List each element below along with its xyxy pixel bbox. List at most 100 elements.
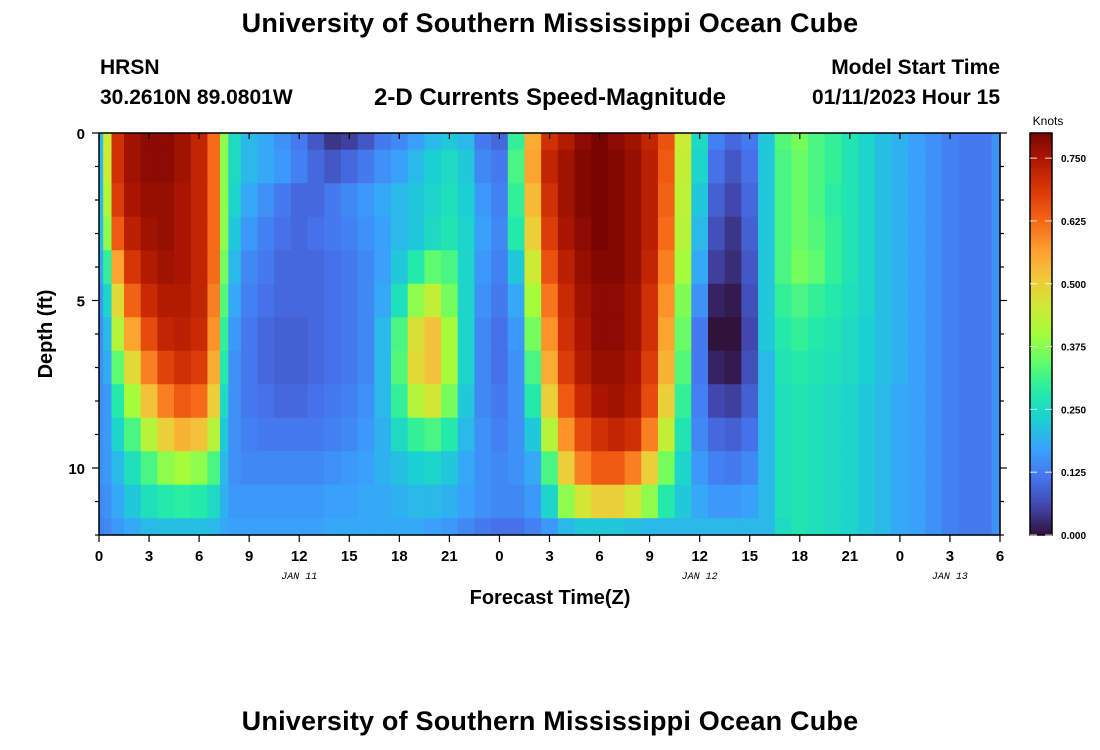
heatmap-cell	[507, 133, 526, 151]
heatmap-cell	[791, 484, 809, 519]
heatmap-cell	[958, 183, 976, 218]
heatmap-cell	[824, 317, 843, 352]
heatmap-cell	[99, 283, 104, 318]
heatmap-cell	[641, 283, 659, 318]
heatmap-cell	[808, 149, 826, 184]
heatmap-cell	[207, 317, 221, 352]
heatmap-cell	[124, 149, 142, 184]
heatmap-cell	[991, 417, 1001, 452]
heatmap-cell	[207, 250, 221, 285]
heatmap-cell	[958, 283, 976, 318]
heatmap-cell	[274, 417, 292, 452]
heatmap-cell	[941, 133, 959, 151]
heatmap-cell	[407, 250, 425, 285]
heatmap-cell	[357, 518, 375, 536]
heatmap-cell	[808, 250, 826, 285]
heatmap-cell	[607, 417, 626, 452]
heatmap-cell	[474, 183, 492, 218]
heatmap-cell	[240, 518, 259, 536]
heatmap-cell	[708, 133, 726, 151]
heatmap-cell	[758, 149, 776, 184]
heatmap-cell	[774, 484, 793, 519]
x-axis: 0 3 6 9 12 15 18 21 0 3 6 9 12 15 18 21 0 3 6 JAN 11 JAN 12 J…	[95, 133, 1004, 583]
heatmap-cell	[991, 384, 1001, 419]
heatmap-cell	[557, 451, 576, 486]
x-date-label: JAN 12	[682, 572, 718, 583]
heatmap-cell	[891, 216, 909, 251]
heatmap-cell	[99, 317, 104, 352]
heatmap-cell	[174, 149, 192, 184]
heatmap-cell	[340, 451, 359, 486]
heatmap-cell	[374, 133, 392, 151]
heatmap-cell	[219, 183, 229, 218]
heatmap-cell	[103, 133, 113, 151]
heatmap-cell	[240, 216, 259, 251]
heatmap-cell	[424, 451, 442, 486]
heatmap-cell	[507, 317, 526, 352]
heatmap-cell	[257, 317, 275, 352]
heatmap-cell	[541, 183, 559, 218]
colorbar-tick-label: 0.750	[1061, 154, 1086, 165]
heatmap-cell	[791, 250, 809, 285]
x-tick-label: 0	[495, 548, 503, 565]
heatmap-cell	[374, 350, 392, 385]
heatmap-cell	[441, 518, 459, 536]
heatmap-cell	[808, 350, 826, 385]
heatmap-cell	[941, 149, 959, 184]
heatmap-cell	[111, 216, 125, 251]
heatmap-cell	[641, 133, 659, 151]
heatmap-cell	[924, 283, 943, 318]
heatmap-cell	[307, 317, 325, 352]
heatmap-cell	[491, 183, 509, 218]
heatmap-cell	[524, 384, 542, 419]
heatmap-cell	[99, 451, 104, 486]
heatmap-cell	[103, 384, 113, 419]
heatmap-cell	[691, 133, 709, 151]
heatmap-cell	[958, 149, 976, 184]
heatmap-cell	[407, 518, 425, 536]
heatmap-cell	[607, 451, 626, 486]
heatmap-cell	[174, 317, 192, 352]
heatmap-cell	[374, 384, 392, 419]
heatmap-cell	[190, 384, 209, 419]
heatmap-cell	[657, 384, 676, 419]
heatmap-cell	[424, 283, 442, 318]
y-tick-label: 10	[68, 461, 85, 478]
heatmap-cell	[574, 183, 592, 218]
heatmap-cell	[657, 518, 676, 536]
heatmap-cell	[858, 350, 876, 385]
heatmap-cell	[190, 216, 209, 251]
heatmap-cell	[974, 384, 993, 419]
heatmap-cell	[824, 133, 843, 151]
heatmap-cell	[741, 384, 759, 419]
heatmap-cell	[474, 350, 492, 385]
heatmap-cell	[491, 133, 509, 151]
colorbar-tick-label: 0.375	[1061, 343, 1086, 354]
heatmap-cell	[441, 417, 459, 452]
heatmap-cell	[374, 183, 392, 218]
heatmap-cell	[290, 317, 309, 352]
heatmap-cell	[290, 350, 309, 385]
heatmap-cell	[174, 518, 192, 536]
heatmap-cell	[240, 451, 259, 486]
heatmap-cell	[557, 283, 576, 318]
heatmap-cell	[924, 518, 943, 536]
heatmap-cell	[374, 250, 392, 285]
heatmap-cell	[574, 216, 592, 251]
heatmap-cell	[174, 250, 192, 285]
heatmap-cell	[541, 518, 559, 536]
heatmap-cell	[541, 384, 559, 419]
x-tick-label: 9	[645, 548, 653, 565]
heatmap-cell	[958, 317, 976, 352]
heatmap-cell	[124, 250, 142, 285]
heatmap-cell	[228, 384, 242, 419]
heatmap-cell	[774, 133, 793, 151]
heatmap-cell	[724, 250, 742, 285]
heatmap-cell	[874, 317, 893, 352]
x-tick-label: 21	[441, 548, 458, 565]
heatmap-cell	[157, 149, 175, 184]
heatmap-cell	[591, 417, 609, 452]
heatmap-cell	[708, 250, 726, 285]
heatmap-cell	[674, 283, 692, 318]
heatmap-cell	[624, 283, 642, 318]
